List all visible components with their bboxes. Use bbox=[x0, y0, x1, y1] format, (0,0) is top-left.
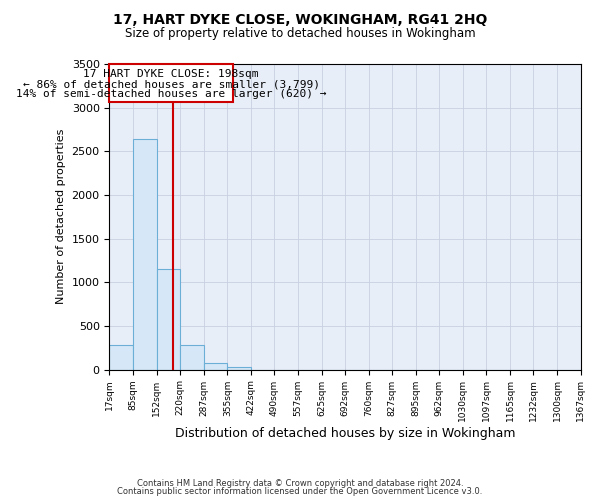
Text: 17 HART DYKE CLOSE: 198sqm: 17 HART DYKE CLOSE: 198sqm bbox=[83, 69, 259, 79]
Y-axis label: Number of detached properties: Number of detached properties bbox=[56, 129, 66, 304]
Text: Size of property relative to detached houses in Wokingham: Size of property relative to detached ho… bbox=[125, 28, 475, 40]
Bar bbox=[203, 362, 227, 370]
Text: Contains public sector information licensed under the Open Government Licence v3: Contains public sector information licen… bbox=[118, 487, 482, 496]
Text: 14% of semi-detached houses are larger (620) →: 14% of semi-detached houses are larger (… bbox=[16, 89, 326, 99]
Text: Contains HM Land Registry data © Crown copyright and database right 2024.: Contains HM Land Registry data © Crown c… bbox=[137, 478, 463, 488]
Bar bbox=[180, 345, 203, 370]
Bar bbox=[227, 366, 251, 370]
X-axis label: Distribution of detached houses by size in Wokingham: Distribution of detached houses by size … bbox=[175, 427, 515, 440]
Bar bbox=[133, 139, 157, 370]
Bar bbox=[157, 269, 180, 370]
Bar bbox=[109, 345, 133, 370]
Bar bbox=[109, 64, 233, 102]
Text: 17, HART DYKE CLOSE, WOKINGHAM, RG41 2HQ: 17, HART DYKE CLOSE, WOKINGHAM, RG41 2HQ bbox=[113, 12, 487, 26]
Text: ← 86% of detached houses are smaller (3,799): ← 86% of detached houses are smaller (3,… bbox=[23, 79, 320, 89]
